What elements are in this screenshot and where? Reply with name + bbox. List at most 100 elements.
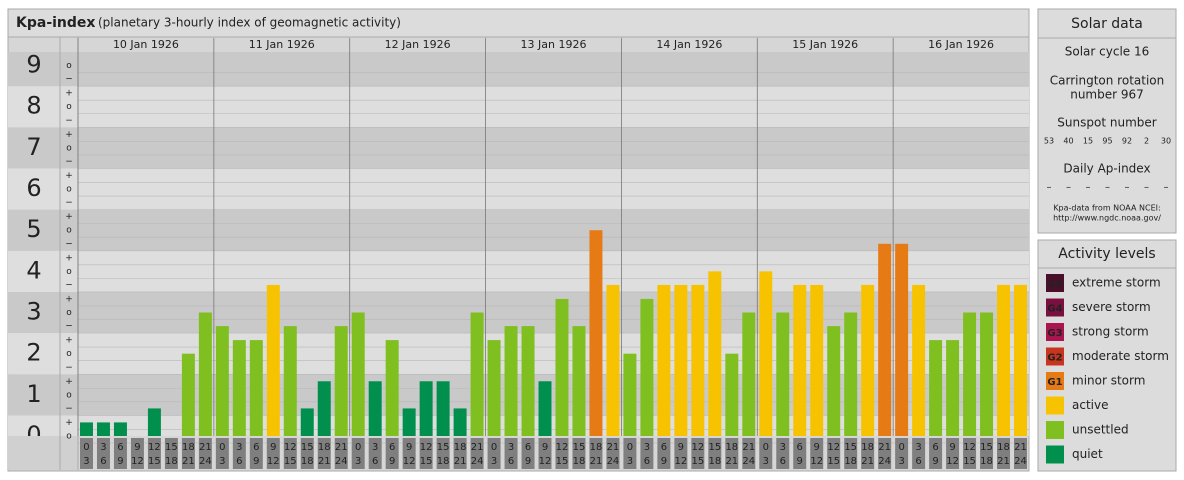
bar	[504, 326, 518, 436]
bar	[912, 284, 926, 436]
bar	[96, 422, 110, 436]
chart-title: Kpa-index	[16, 15, 95, 31]
bar	[844, 312, 858, 436]
bar	[929, 340, 943, 436]
x-tick-label: 9	[406, 442, 412, 453]
bar	[538, 381, 552, 436]
x-tick-box	[504, 438, 518, 469]
x-tick-label: 21	[590, 456, 603, 467]
bar	[487, 340, 501, 436]
x-tick-label: 9	[525, 456, 531, 467]
bar	[470, 312, 484, 436]
band	[8, 250, 1029, 292]
x-tick-label: 3	[508, 442, 514, 453]
x-tick-label: 21	[725, 456, 738, 467]
panel-title: Activity levels	[1058, 246, 1155, 262]
x-tick-label: 3	[763, 456, 769, 467]
x-tick-box	[283, 438, 297, 469]
minor-tick-label: o	[66, 390, 72, 400]
level-label: strong storm	[1072, 325, 1149, 339]
bar	[725, 353, 739, 436]
x-tick-label: 12	[963, 442, 976, 453]
x-tick-label: 0	[219, 442, 225, 453]
x-tick-label: 3	[627, 456, 633, 467]
x-tick-label: 3	[915, 442, 921, 453]
x-tick-label: 24	[199, 456, 212, 467]
x-tick-box	[810, 438, 824, 469]
bar	[963, 312, 977, 436]
x-tick-label: 6	[100, 456, 106, 467]
x-tick-label: 21	[861, 456, 874, 467]
x-tick-label: 9	[253, 456, 259, 467]
x-tick-box	[623, 438, 637, 469]
x-tick-label: 6	[932, 442, 938, 453]
bar	[80, 422, 93, 436]
title-bar	[7, 8, 1030, 38]
y-tick-label: 2	[26, 339, 41, 367]
x-tick-box	[334, 438, 348, 469]
x-tick-label: 9	[542, 442, 548, 453]
x-tick-label: 21	[997, 456, 1010, 467]
day-label: 14 Jan 1926	[656, 38, 722, 51]
x-tick-label: 18	[165, 456, 178, 467]
level-badge: G2	[1047, 353, 1062, 364]
x-tick-label: 9	[678, 442, 684, 453]
minor-tick-label: o	[66, 226, 72, 236]
x-tick-label: 15	[437, 442, 450, 453]
x-tick-label: 3	[644, 442, 650, 453]
y-tick-label: 3	[26, 298, 41, 326]
bar	[946, 340, 960, 436]
bar	[759, 271, 773, 436]
x-tick-label: 18	[708, 456, 721, 467]
x-tick-label: 15	[420, 456, 433, 467]
minor-tick-label: +	[65, 130, 73, 140]
x-tick-label: 9	[134, 442, 140, 453]
bar	[793, 284, 807, 436]
x-tick-label: 21	[1014, 442, 1027, 453]
level-swatch	[1046, 347, 1064, 366]
x-tick-label: 18	[573, 456, 586, 467]
level-label: quiet	[1072, 447, 1103, 461]
x-tick-box	[402, 438, 416, 469]
x-tick-label: 18	[454, 442, 467, 453]
bar	[521, 326, 535, 436]
x-tick-box	[708, 438, 722, 469]
x-tick-label: 15	[284, 456, 297, 467]
x-tick-box	[232, 438, 246, 469]
x-tick-label: 18	[301, 456, 314, 467]
day-label: 15 Jan 1926	[792, 38, 858, 51]
x-tick-label: 0	[898, 442, 904, 453]
x-tick-label: 15	[556, 456, 569, 467]
level-label: minor storm	[1072, 374, 1145, 388]
day-label: 12 Jan 1926	[385, 38, 451, 51]
x-tick-box	[300, 438, 314, 469]
x-tick-box	[793, 438, 807, 469]
x-tick-label: 3	[780, 442, 786, 453]
bar	[827, 326, 841, 436]
x-tick-label: 21	[182, 456, 195, 467]
x-tick-label: 21	[199, 442, 212, 453]
bar	[232, 340, 246, 436]
x-tick-label: 21	[318, 456, 331, 467]
x-tick-label: 3	[83, 456, 89, 467]
x-tick-label: 15	[573, 442, 586, 453]
x-tick-label: 24	[742, 456, 755, 467]
x-tick-box	[453, 438, 467, 469]
minor-tick-label: o	[66, 308, 72, 318]
x-tick-label: 15	[827, 456, 840, 467]
x-tick-label: 0	[491, 442, 497, 453]
x-tick-box	[674, 438, 688, 469]
x-tick-box	[929, 438, 943, 469]
axis-gap	[8, 436, 78, 470]
x-tick-box	[946, 438, 960, 469]
minor-tick-label: −	[65, 322, 73, 332]
x-tick-label: 12	[420, 442, 433, 453]
x-tick-box	[759, 438, 773, 469]
x-tick-label: 9	[389, 456, 395, 467]
x-tick-label: 21	[742, 442, 755, 453]
y-tick-label: 7	[26, 133, 41, 161]
solar-cycle: Solar cycle 16	[1065, 45, 1150, 59]
level-label: unsettled	[1072, 423, 1129, 437]
x-tick-label: 0	[627, 442, 633, 453]
x-tick-label: 6	[525, 442, 531, 453]
